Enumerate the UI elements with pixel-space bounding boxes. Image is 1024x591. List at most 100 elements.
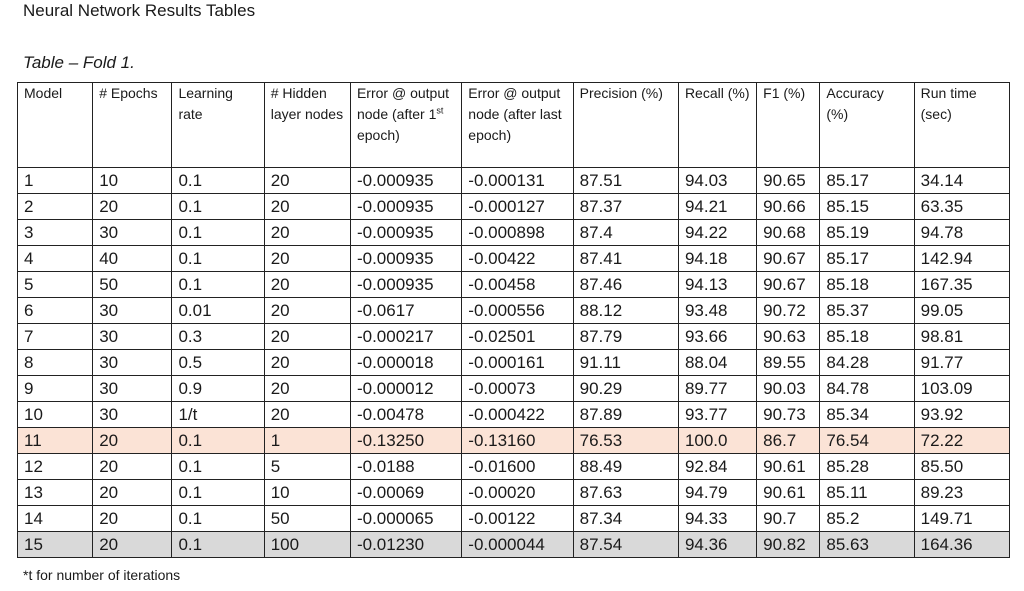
cell-hidden-nodes: 20 (264, 324, 350, 350)
cell-epochs: 30 (93, 350, 172, 376)
header-f1: F1 (%) (757, 83, 820, 168)
table-row: 13 20 0.1 10 -0.00069 -0.00020 87.63 94.79 90.61… (18, 480, 1010, 506)
cell-precision: 87.54 (573, 532, 678, 558)
cell-accuracy: 85.28 (820, 454, 914, 480)
cell-error-last: -0.000131 (462, 168, 573, 194)
cell-run-time: 142.94 (914, 246, 1009, 272)
cell-epochs: 50 (93, 272, 172, 298)
cell-recall: 93.66 (678, 324, 756, 350)
cell-f1: 90.82 (757, 532, 820, 558)
cell-error-last: -0.00422 (462, 246, 573, 272)
cell-learning-rate: 0.1 (172, 272, 264, 298)
cell-epochs: 40 (93, 246, 172, 272)
cell-epochs: 30 (93, 376, 172, 402)
cell-precision: 87.51 (573, 168, 678, 194)
cell-recall: 94.13 (678, 272, 756, 298)
cell-run-time: 72.22 (914, 428, 1009, 454)
cell-run-time: 149.71 (914, 506, 1009, 532)
document-title: Neural Network Results Tables (23, 0, 255, 22)
header-learning-rate: Learning rate (172, 83, 264, 168)
cell-hidden-nodes: 20 (264, 402, 350, 428)
cell-recall: 94.33 (678, 506, 756, 532)
cell-model: 3 (18, 220, 93, 246)
cell-accuracy: 85.18 (820, 324, 914, 350)
cell-recall: 94.03 (678, 168, 756, 194)
cell-precision: 87.79 (573, 324, 678, 350)
cell-hidden-nodes: 10 (264, 480, 350, 506)
cell-error-last: -0.00073 (462, 376, 573, 402)
cell-error-last: -0.000556 (462, 298, 573, 324)
cell-recall: 88.04 (678, 350, 756, 376)
cell-accuracy: 85.17 (820, 168, 914, 194)
cell-model: 13 (18, 480, 93, 506)
header-accuracy: Accuracy (%) (820, 83, 914, 168)
cell-model: 6 (18, 298, 93, 324)
cell-recall: 94.79 (678, 480, 756, 506)
cell-model: 2 (18, 194, 93, 220)
cell-epochs: 30 (93, 298, 172, 324)
cell-recall: 100.0 (678, 428, 756, 454)
table-row: 11 20 0.1 1 -0.13250 -0.13160 76.53 100.0 86.7 76… (18, 428, 1010, 454)
cell-learning-rate: 0.1 (172, 168, 264, 194)
cell-recall: 89.77 (678, 376, 756, 402)
cell-accuracy: 85.2 (820, 506, 914, 532)
cell-error-first: -0.13250 (350, 428, 461, 454)
table-row: 1 10 0.1 20 -0.000935 -0.000131 87.51 94.03 90.6… (18, 168, 1010, 194)
cell-hidden-nodes: 20 (264, 168, 350, 194)
cell-run-time: 89.23 (914, 480, 1009, 506)
cell-accuracy: 85.11 (820, 480, 914, 506)
table-header-row: Model # Epochs Learning rate # Hidden la… (18, 83, 1010, 168)
cell-error-last: -0.000044 (462, 532, 573, 558)
cell-hidden-nodes: 5 (264, 454, 350, 480)
cell-f1: 90.61 (757, 454, 820, 480)
results-table: Model # Epochs Learning rate # Hidden la… (17, 82, 1010, 558)
cell-learning-rate: 0.9 (172, 376, 264, 402)
cell-model: 15 (18, 532, 93, 558)
cell-model: 9 (18, 376, 93, 402)
cell-error-last: -0.00122 (462, 506, 573, 532)
cell-error-first: -0.000935 (350, 194, 461, 220)
cell-accuracy: 85.34 (820, 402, 914, 428)
cell-accuracy: 84.28 (820, 350, 914, 376)
cell-error-first: -0.00069 (350, 480, 461, 506)
cell-learning-rate: 0.1 (172, 532, 264, 558)
cell-model: 11 (18, 428, 93, 454)
cell-precision: 90.29 (573, 376, 678, 402)
cell-run-time: 91.77 (914, 350, 1009, 376)
cell-epochs: 20 (93, 532, 172, 558)
cell-error-first: -0.000935 (350, 220, 461, 246)
header-precision: Precision (%) (573, 83, 678, 168)
cell-hidden-nodes: 20 (264, 220, 350, 246)
cell-error-last: -0.13160 (462, 428, 573, 454)
cell-model: 8 (18, 350, 93, 376)
cell-learning-rate: 0.1 (172, 428, 264, 454)
cell-learning-rate: 0.1 (172, 246, 264, 272)
cell-precision: 76.53 (573, 428, 678, 454)
cell-accuracy: 85.18 (820, 272, 914, 298)
cell-f1: 86.7 (757, 428, 820, 454)
cell-epochs: 20 (93, 480, 172, 506)
cell-run-time: 34.14 (914, 168, 1009, 194)
cell-precision: 91.11 (573, 350, 678, 376)
cell-run-time: 99.05 (914, 298, 1009, 324)
cell-precision: 87.37 (573, 194, 678, 220)
cell-accuracy: 84.78 (820, 376, 914, 402)
cell-hidden-nodes: 1 (264, 428, 350, 454)
cell-run-time: 164.36 (914, 532, 1009, 558)
cell-learning-rate: 0.01 (172, 298, 264, 324)
table-row: 15 20 0.1 100 -0.01230 -0.000044 87.54 94.36 90.… (18, 532, 1010, 558)
table-body: 1 10 0.1 20 -0.000935 -0.000131 87.51 94.03 90.6… (18, 168, 1010, 558)
cell-recall: 94.21 (678, 194, 756, 220)
cell-precision: 88.12 (573, 298, 678, 324)
cell-error-first: -0.0188 (350, 454, 461, 480)
header-error-first-epoch-pre: Error @ output node (after 1 (357, 85, 449, 122)
table-row: 4 40 0.1 20 -0.000935 -0.00422 87.41 94.18 90.67… (18, 246, 1010, 272)
table-row: 5 50 0.1 20 -0.000935 -0.00458 87.46 94.13 90.67… (18, 272, 1010, 298)
cell-error-first: -0.000065 (350, 506, 461, 532)
cell-epochs: 30 (93, 402, 172, 428)
cell-hidden-nodes: 20 (264, 376, 350, 402)
cell-learning-rate: 0.1 (172, 454, 264, 480)
cell-learning-rate: 0.1 (172, 506, 264, 532)
cell-f1: 90.72 (757, 298, 820, 324)
cell-error-last: -0.000127 (462, 194, 573, 220)
